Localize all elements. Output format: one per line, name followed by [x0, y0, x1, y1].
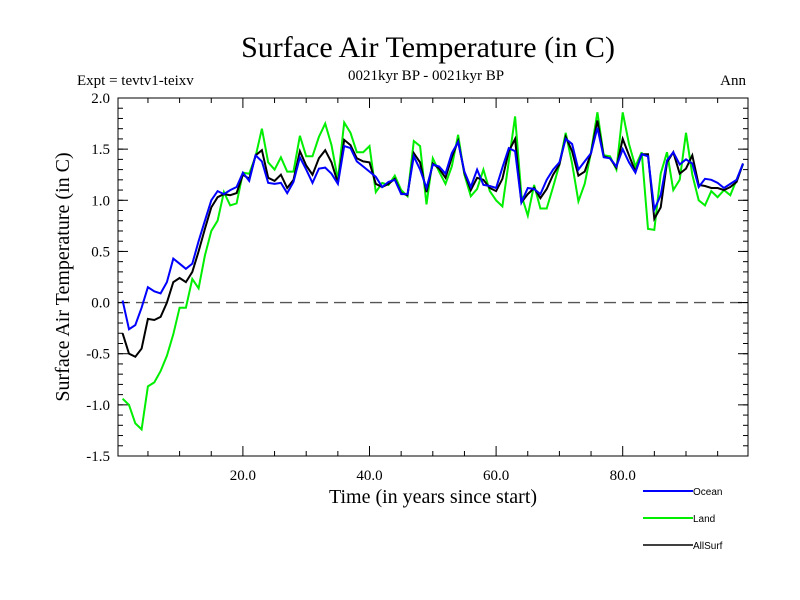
- y-tick-label: 0.0: [91, 296, 110, 312]
- experiment-label: Expt = tevtv1-teixv: [77, 73, 194, 89]
- y-axis-label: Surface Air Temperature (in C): [52, 152, 74, 401]
- x-tick-label: 60.0: [483, 468, 509, 484]
- legend-label-allsurf: AllSurf: [693, 541, 723, 552]
- y-tick-label: 0.5: [91, 244, 110, 260]
- y-tick-label: 1.0: [91, 193, 110, 209]
- y-tick-label: -1.5: [86, 449, 110, 465]
- y-tick-label: -0.5: [86, 347, 110, 363]
- series-line-allsurf: [121, 120, 744, 359]
- legend-label-land: Land: [693, 514, 715, 525]
- x-axis-label: Time (in years since start): [329, 486, 537, 508]
- x-tick-label: 20.0: [230, 468, 256, 484]
- legend: Ocean Land AllSurf: [643, 487, 723, 552]
- series-line-ocean: [121, 127, 744, 331]
- y-tick-label: -1.0: [86, 398, 110, 414]
- x-tick-label: 80.0: [610, 468, 636, 484]
- legend-label-ocean: Ocean: [693, 487, 722, 498]
- chart-subtitle: 0021kyr BP - 0021kyr BP: [348, 68, 504, 84]
- x-tick-label: 40.0: [356, 468, 382, 484]
- season-label: Ann: [720, 73, 746, 89]
- plot-frame: [117, 97, 749, 457]
- y-tick-label: 1.5: [91, 142, 110, 158]
- series-line-land: [121, 112, 744, 432]
- y-tick-label: 2.0: [91, 91, 110, 107]
- chart-title: Surface Air Temperature (in C): [241, 31, 615, 64]
